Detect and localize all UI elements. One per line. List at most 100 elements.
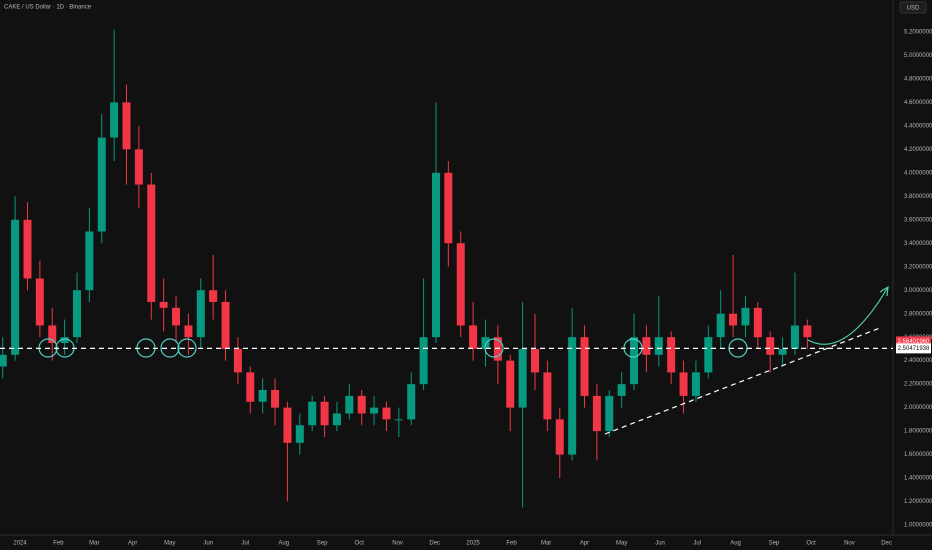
candle-body [382, 407, 391, 420]
candle-body [283, 407, 292, 443]
candle-body [506, 360, 515, 408]
candle-body [444, 172, 453, 244]
candle-body [332, 413, 341, 426]
arrow-head [879, 285, 889, 297]
level-price-label: 2.50471938 [898, 346, 930, 352]
candle-body [543, 372, 552, 420]
y-tick-label: 5.00000000 [904, 53, 932, 59]
y-tick-label: 2.40000000 [904, 358, 932, 364]
candle-body [258, 390, 267, 402]
marker-circle [177, 338, 197, 358]
candle-body [481, 337, 490, 349]
x-tick-label: 2024 [13, 541, 27, 547]
candle-body [642, 337, 651, 355]
candle-body [753, 307, 762, 338]
candle-body [370, 407, 379, 414]
candle-body [654, 337, 663, 355]
candle-body [630, 337, 639, 385]
x-tick-label: Sep [769, 541, 780, 547]
candle-body [271, 390, 280, 408]
y-tick-label: 3.40000000 [904, 241, 932, 247]
y-tick-label: 1.40000000 [904, 476, 932, 482]
x-tick-label: Oct [806, 541, 816, 547]
currency-button[interactable] [899, 1, 927, 14]
candle-body [419, 337, 428, 385]
trend-line [604, 327, 881, 435]
candle-body [72, 290, 81, 338]
x-tick-label: Jun [203, 541, 213, 547]
candle-body [35, 278, 44, 326]
candle-body [679, 372, 688, 396]
x-tick-label: Jul [693, 541, 701, 547]
x-tick-label: Mar [541, 541, 551, 547]
x-tick-label: Feb [53, 541, 64, 547]
candle-body [617, 384, 626, 396]
candle-body [729, 313, 738, 326]
candle-body [704, 337, 713, 373]
y-tick-label: 1.60000000 [904, 452, 932, 458]
candles [0, 29, 812, 508]
y-tick-label: 4.80000000 [904, 76, 932, 82]
x-tick-label: 2025 [466, 541, 480, 547]
x-tick-label: May [616, 541, 627, 547]
y-tick-label: 4.60000000 [904, 100, 932, 106]
y-tick-label: 3.00000000 [904, 288, 932, 294]
candle-body [110, 102, 119, 138]
y-tick-label: 1.80000000 [904, 429, 932, 435]
currency-label[interactable]: USD [907, 6, 920, 12]
candle-body [790, 325, 799, 349]
y-tick-label: 2.20000000 [904, 382, 932, 388]
candle-body [122, 102, 131, 150]
candle-body [605, 395, 614, 432]
x-tick-label: Mar [89, 541, 99, 547]
candle-body [295, 425, 304, 443]
current-price-tag [896, 336, 931, 347]
candle-body [431, 172, 440, 338]
x-tick-label: Apr [128, 541, 137, 547]
candle-body [357, 395, 366, 414]
candle-body [196, 290, 205, 338]
candle-body [209, 290, 218, 302]
x-tick-label: Feb [506, 541, 517, 547]
candle-body [85, 231, 94, 291]
candle-body [691, 372, 700, 396]
candle-body [172, 307, 181, 326]
candle-body [766, 337, 775, 355]
candle-body [778, 348, 787, 355]
x-tick-label: Aug [730, 541, 741, 547]
candle-body [394, 419, 403, 421]
y-tick-label: 3.80000000 [904, 194, 932, 200]
y-tick-label: 4.00000000 [904, 170, 932, 176]
candle-body [159, 301, 168, 308]
candle-body [221, 301, 230, 349]
candle-body [345, 395, 354, 414]
candle-body [741, 307, 750, 326]
candle-body [568, 337, 577, 455]
x-tick-label: Sep [317, 541, 328, 547]
x-tick-label: Aug [278, 541, 289, 547]
candle-body [803, 325, 812, 338]
y-tick-label: 1.00000000 [904, 523, 932, 529]
candle-body [407, 384, 416, 420]
x-tick-label: Jun [655, 541, 665, 547]
candle-body [184, 325, 193, 338]
candle-body [48, 325, 57, 344]
y-tick-label: 5.20000000 [904, 30, 932, 36]
level-price-tag [896, 343, 931, 354]
y-tick-label: 1.20000000 [904, 499, 932, 505]
current-price-label: 2.56401960 [898, 339, 930, 345]
marker-circle [160, 338, 180, 358]
x-tick-label: Nov [844, 541, 855, 547]
candle-body [667, 337, 676, 373]
candle-body [592, 395, 601, 432]
candle-body [147, 184, 156, 302]
candle-body [716, 313, 725, 338]
y-tick-label: 4.40000000 [904, 123, 932, 129]
candle-body [23, 219, 32, 279]
y-tick-label: 4.20000000 [904, 147, 932, 153]
candle-body [580, 337, 589, 396]
candle-body [246, 372, 255, 402]
